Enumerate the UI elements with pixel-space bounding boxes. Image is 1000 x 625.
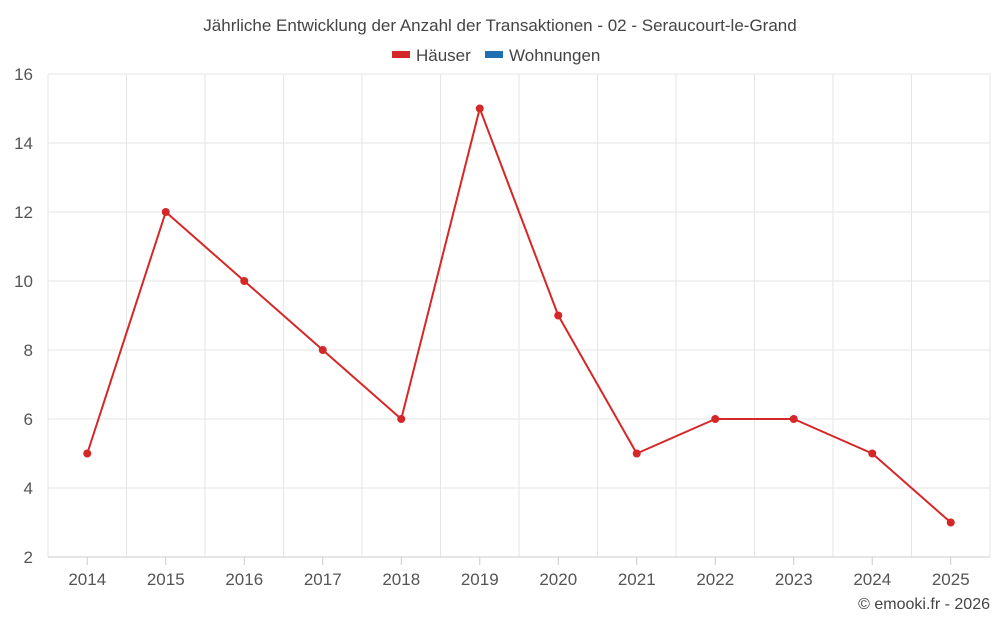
legend[interactable]: Häuser Wohnungen xyxy=(392,46,600,65)
y-tick-label: 6 xyxy=(24,410,33,429)
x-tick-label: 2021 xyxy=(618,570,656,589)
data-point-2014[interactable] xyxy=(83,449,92,458)
data-point-2022[interactable] xyxy=(711,415,720,423)
x-tick-label: 2025 xyxy=(932,570,970,589)
data-point-2020[interactable] xyxy=(554,311,563,320)
x-tick-label: 2022 xyxy=(696,570,734,589)
credit-text: © emooki.fr - 2026 xyxy=(858,596,990,613)
data-point-2021[interactable] xyxy=(632,449,641,458)
legend-label-wohnungen[interactable]: Wohnungen xyxy=(509,46,600,65)
series-haeuser xyxy=(86,107,952,524)
x-tick-label: 2016 xyxy=(225,570,263,589)
x-tick-label: 2019 xyxy=(461,570,499,589)
y-tick-label: 4 xyxy=(24,479,33,498)
x-tick-label: 2015 xyxy=(147,570,185,589)
series-line xyxy=(86,107,952,524)
y-tick-label: 8 xyxy=(24,341,33,360)
y-tick-label: 2 xyxy=(24,548,33,567)
x-tick-label: 2024 xyxy=(853,570,891,589)
y-tick-label: 14 xyxy=(14,134,33,153)
x-tick-label: 2017 xyxy=(304,570,342,589)
data-point-2023[interactable] xyxy=(789,415,798,423)
data-point-2016[interactable] xyxy=(240,277,249,285)
grid xyxy=(47,73,991,557)
data-point-2018[interactable] xyxy=(397,415,406,423)
legend-swatch-wohnungen[interactable] xyxy=(485,51,503,58)
data-point-2015[interactable] xyxy=(161,208,170,216)
x-tick-label: 2014 xyxy=(68,570,106,589)
data-point-2017[interactable] xyxy=(318,346,327,354)
chart-title: Jährliche Entwicklung der Anzahl der Tra… xyxy=(203,16,796,35)
data-point-2019[interactable] xyxy=(475,104,484,113)
data-point-2025[interactable] xyxy=(946,518,955,527)
legend-swatch-haeuser[interactable] xyxy=(392,51,410,58)
legend-label-haeuser[interactable]: Häuser xyxy=(416,46,471,65)
x-tick-label: 2018 xyxy=(382,570,420,589)
data-point-2024[interactable] xyxy=(868,449,877,458)
y-tick-label: 16 xyxy=(14,65,33,84)
x-tick-label: 2020 xyxy=(539,570,577,589)
data-points[interactable] xyxy=(83,104,955,527)
axes: 2 4 6 8 10 12 14 16 2014 2015 2016 2017 2018 2019 2020… xyxy=(14,65,990,589)
y-tick-label: 12 xyxy=(14,203,33,222)
x-tick-label: 2023 xyxy=(775,570,813,589)
y-tick-label: 10 xyxy=(14,272,33,291)
